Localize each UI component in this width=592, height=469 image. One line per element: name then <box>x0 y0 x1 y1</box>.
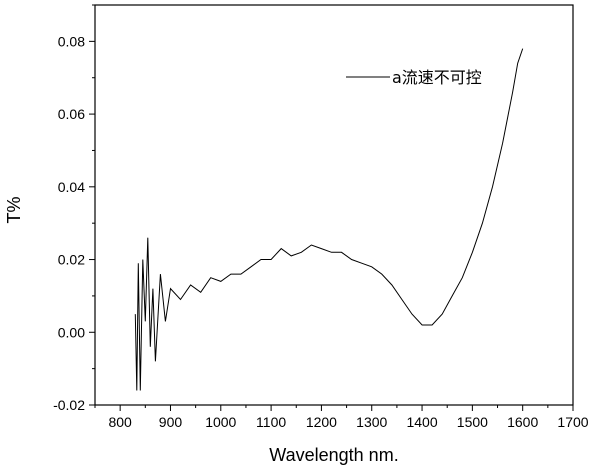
y-tick-label: 0.00 <box>58 324 85 340</box>
y-tick-label: -0.02 <box>53 397 85 413</box>
x-tick-label: 1200 <box>306 414 337 430</box>
x-tick-label: 1300 <box>356 414 387 430</box>
y-axis-title: T% <box>4 197 24 224</box>
legend-label: a流速不可控 <box>392 68 482 87</box>
series-line <box>135 49 522 391</box>
x-tick-label: 800 <box>108 414 132 430</box>
y-tick-label: 0.08 <box>58 33 85 49</box>
x-tick-label: 1400 <box>406 414 437 430</box>
x-axis-tick-labels: 800 900 1000 1100 1200 1300 1400 1500 1600 1700 <box>108 414 588 430</box>
x-tick-label: 900 <box>159 414 183 430</box>
x-tick-label: 1500 <box>457 414 488 430</box>
axis-ticks <box>89 5 573 411</box>
plot-frame <box>95 5 573 405</box>
x-tick-label: 1600 <box>507 414 538 430</box>
x-tick-label: 1000 <box>205 414 236 430</box>
x-tick-label: 1700 <box>557 414 588 430</box>
y-tick-label: 0.02 <box>58 252 85 268</box>
x-axis-title: Wavelength nm. <box>269 445 398 465</box>
y-axis-tick-labels: -0.02 0.00 0.02 0.04 0.06 0.08 <box>53 33 85 413</box>
y-tick-label: 0.06 <box>58 106 85 122</box>
x-tick-label: 1100 <box>256 414 286 430</box>
y-tick-label: 0.04 <box>58 179 85 195</box>
